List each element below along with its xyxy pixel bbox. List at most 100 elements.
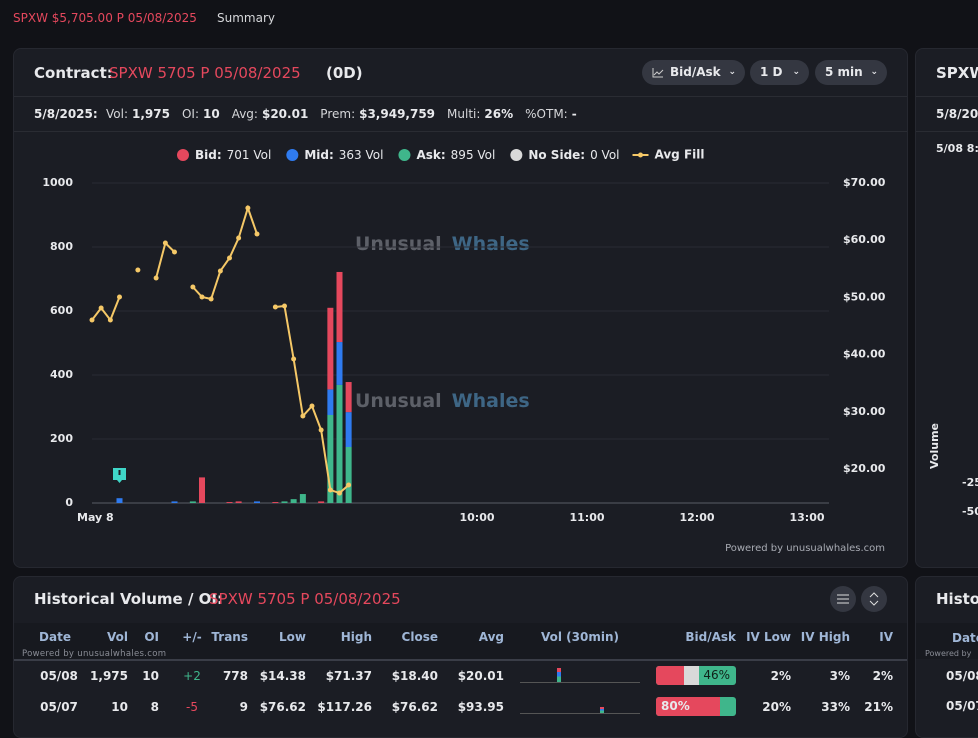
axis-tick: -50 <box>962 505 978 518</box>
bid-ask-label: 80% <box>661 699 690 713</box>
avg-fill-point <box>346 482 352 488</box>
volume-sparkline <box>520 666 640 683</box>
spark-bar <box>557 668 561 682</box>
cell: $18.40 <box>391 669 438 683</box>
chevron: ⌄ <box>870 67 878 77</box>
legend-label: Ask: 895 Vol <box>416 148 495 162</box>
chart: Unusual Whales Unusual Whales 0 200 400 600 800 1… <box>42 148 886 555</box>
button-label: 5 min <box>825 65 863 79</box>
column-header: Close <box>401 630 438 644</box>
expand-button[interactable] <box>861 586 887 612</box>
legend-label: Avg Fill <box>655 148 705 162</box>
side-history-card: Histo Date Powered by 05/08 05/07 <box>915 576 978 738</box>
range-button[interactable]: 1 D ⌄ <box>750 60 809 85</box>
cell: 10 <box>111 700 128 714</box>
column-header: Avg <box>478 630 504 644</box>
bid-part <box>656 666 684 685</box>
x-tick-label: 12:00 <box>679 511 714 524</box>
legend-swatch <box>638 152 643 158</box>
avg-fill-point <box>107 317 113 323</box>
interval-button[interactable]: 5 min ⌄ <box>815 60 887 85</box>
side-date: 5/8/202 <box>936 107 978 121</box>
legend-value: 701 Vol <box>227 148 272 162</box>
symbol: SPXW $5,705.00 P 05/08/2025 <box>13 11 197 25</box>
powered-by: Powered by <box>925 649 972 658</box>
avg-fill-point <box>199 294 205 300</box>
axis-label: Volume <box>928 423 941 469</box>
y2-tick-label: $50.00 <box>843 290 886 303</box>
expand-icon <box>869 592 879 606</box>
settings-button[interactable] <box>830 586 856 612</box>
header-line <box>14 659 907 661</box>
avg-fill-point <box>208 296 214 302</box>
divider <box>14 131 907 132</box>
watermark-word: Unusual <box>355 390 442 412</box>
stat-value: - <box>571 107 577 121</box>
volume-sparkline <box>520 697 640 714</box>
legend-name: Ask: <box>416 148 445 162</box>
stat-label: OI: <box>181 107 199 121</box>
stat-value: $20.01 <box>261 107 309 121</box>
column-header: IV <box>879 630 893 644</box>
cell: 21% <box>864 700 893 714</box>
x-tick-label: 10:00 <box>459 511 494 524</box>
bar-segment <box>327 389 334 415</box>
contract-label: Contract: <box>34 64 113 82</box>
bar-segment <box>226 502 233 503</box>
cell: $76.62 <box>259 700 306 714</box>
contract-card: Contract: SPXW 5705 P 05/08/2025 (0D) Bi… <box>13 48 908 568</box>
cell: 8 <box>150 700 159 714</box>
cell: 10 <box>142 669 159 683</box>
button-label: 1 D <box>760 65 783 79</box>
chart-icon <box>652 68 664 78</box>
column-header: Date <box>39 630 71 644</box>
column-header: Vol (30min) <box>541 630 619 644</box>
stat-value: 26% <box>484 107 514 121</box>
y2-tick-label: $60.00 <box>843 233 886 246</box>
bar-segment <box>281 501 288 503</box>
column-header: IV High <box>800 630 850 644</box>
legend-label: Mid: 363 Vol <box>304 148 383 162</box>
tab[interactable]: Summary <box>217 11 275 25</box>
stat-value: 1,975 <box>132 107 170 121</box>
legend-name: Bid: <box>195 148 222 162</box>
bar-segment <box>254 501 260 503</box>
history-label: Historical Volume / OI: <box>34 590 223 608</box>
avg-fill-point <box>217 268 223 274</box>
divider <box>916 131 978 132</box>
bar-segment <box>290 499 297 503</box>
cell: 05/07 <box>40 700 78 714</box>
avg-fill-point <box>245 205 251 211</box>
bar-segment <box>235 501 242 503</box>
column-header: Trans <box>211 630 248 644</box>
y2-tick-label: $30.00 <box>843 405 886 418</box>
view-button[interactable]: Bid/Ask ⌄ <box>642 60 745 85</box>
watermark-word: Unusual <box>355 233 442 255</box>
bar-segment <box>345 382 352 413</box>
cell: 2% <box>872 669 893 683</box>
bar-segment <box>189 501 196 503</box>
avg-fill-line <box>91 204 350 495</box>
avg-fill-point <box>153 275 159 281</box>
cell: 33% <box>821 700 850 714</box>
stats: Vol: 1,975 OI: 10 Avg: $20.01 Prem: $3,949,759 M… <box>106 107 577 121</box>
stat-value: $3,949,759 <box>359 107 436 121</box>
cell: 1,975 <box>90 669 128 683</box>
avg-fill-point <box>117 294 122 300</box>
bar-segment <box>345 412 352 447</box>
alert-marker-glyph <box>118 470 121 475</box>
y2-tick-label: $70.00 <box>843 176 886 189</box>
watermark-word: Whales <box>452 233 530 255</box>
cell: $20.01 <box>457 669 504 683</box>
stat-value: 10 <box>203 107 220 121</box>
cell: $93.95 <box>457 700 504 714</box>
button-label: Bid/Ask <box>670 65 721 79</box>
cell: 2% <box>770 669 791 683</box>
bar-segment <box>299 494 306 503</box>
contract-name: SPXW 5705 P 05/08/2025 <box>109 64 301 82</box>
legend-swatch <box>510 149 523 161</box>
settings-icon <box>837 594 849 604</box>
legend-label: Bid: 701 Vol <box>195 148 271 162</box>
cell: 9 <box>239 700 248 714</box>
bar-segment <box>171 501 178 503</box>
